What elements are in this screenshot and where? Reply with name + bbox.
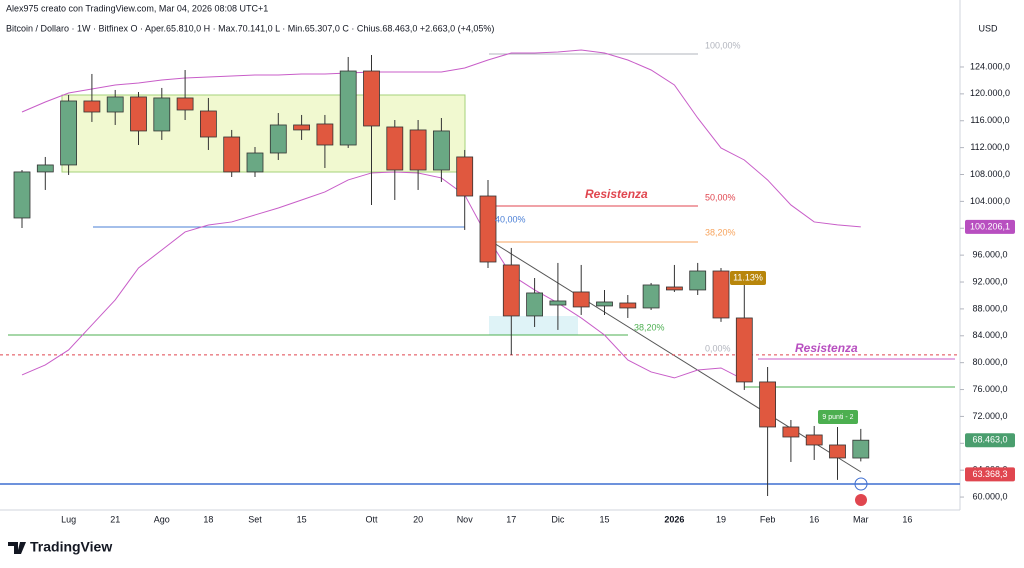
candle-body [83, 100, 101, 113]
price-label-box [965, 433, 1015, 448]
candle-body [316, 123, 334, 146]
x-tick-label: 16 [809, 514, 819, 524]
price-label: 68.463,0 [972, 435, 1007, 445]
candle-body [526, 292, 543, 317]
x-tick-label: Feb [760, 514, 776, 524]
candle-body [246, 152, 264, 173]
candle-body [409, 129, 427, 171]
x-tick-label: 18 [203, 514, 213, 524]
x-tick-label: Nov [457, 514, 474, 524]
x-tick-label: 19 [716, 514, 726, 524]
candle-body [363, 70, 380, 127]
candle-body [479, 195, 497, 263]
annotation-label: 38,20% [705, 227, 736, 237]
x-tick-label: 21 [110, 514, 120, 524]
candle-body [642, 284, 660, 309]
x-tick-label: 16 [902, 514, 912, 524]
y-tick-label: 112.000,0 [970, 142, 1009, 152]
candle-body [689, 270, 707, 291]
zone-box [489, 316, 578, 335]
candle-body [829, 444, 846, 459]
x-tick-label: Set [248, 514, 262, 524]
y-tick-label: 96.000,0 [972, 250, 1007, 260]
candle-body [712, 270, 730, 319]
y-tick-label: 92.000,0 [972, 276, 1007, 286]
annotation-label: 50,00% [705, 192, 736, 202]
candle-body [432, 130, 450, 171]
candle-body [269, 124, 287, 154]
x-tick-label: Lug [61, 514, 76, 524]
y-tick-label: 108.000,0 [970, 169, 1010, 179]
x-tick-label: Ott [365, 514, 378, 524]
logo: TradingView [8, 539, 112, 555]
candle-body [130, 96, 147, 132]
annotation-label: Resistenza [585, 187, 648, 201]
x-tick-label: 17 [506, 514, 516, 524]
candle-body [176, 97, 194, 111]
candle-body [735, 317, 753, 383]
x-tick-label: Mar [853, 514, 869, 524]
price-label-box [965, 219, 1015, 234]
y-tick-label: 120.000,0 [970, 88, 1010, 98]
x-tick-label: Ago [154, 514, 170, 524]
candle-body [596, 301, 613, 307]
currency: USD [978, 23, 998, 33]
price-label: 100.206,1 [970, 221, 1010, 231]
candle-body [805, 434, 823, 446]
annotation-label: 40,00% [495, 214, 526, 224]
candle-body [456, 156, 474, 197]
credit: Alex975 creato con TradingView.com, Mar … [6, 3, 268, 13]
annotation-box [730, 271, 766, 285]
y-tick-label: 72.000,0 [972, 411, 1007, 421]
x-tick-label: 15 [599, 514, 609, 524]
flag-icon[interactable] [855, 494, 867, 506]
candle-body [386, 126, 404, 171]
annotation-label: 11.13% [733, 272, 763, 282]
candle-body [339, 70, 357, 146]
candle-body [13, 171, 31, 219]
y-tick-label: 76.000,0 [972, 384, 1007, 394]
band-line [21, 49, 861, 228]
candle-body [782, 426, 800, 438]
candle-body [223, 136, 241, 173]
candle-body [619, 302, 637, 309]
annotation-label: 100,00% [705, 40, 741, 50]
annotation-label: 38,20% [634, 322, 665, 332]
price-label-box [965, 467, 1015, 482]
y-tick-label: 124.000,0 [970, 61, 1010, 71]
logo-text: TradingView [30, 539, 112, 555]
candle-body [199, 110, 217, 138]
candle-body [36, 164, 54, 173]
candle-body [60, 100, 77, 166]
x-tick-label: 15 [297, 514, 307, 524]
x-tick-label: 2026 [664, 514, 684, 524]
candle-body [572, 291, 590, 308]
x-tick-label: 20 [413, 514, 423, 524]
candle-body [549, 300, 567, 306]
candle-body [502, 264, 520, 317]
y-tick-label: 84.000,0 [972, 330, 1007, 340]
candle-body [293, 124, 311, 131]
y-tick-label: 88.000,0 [972, 303, 1007, 313]
y-tick-label: 116.000,0 [970, 115, 1009, 125]
annotation-label: 0,00% [705, 343, 731, 353]
band-line [21, 171, 745, 381]
y-tick-label: 104.000,0 [970, 196, 1010, 206]
annotation-label: Resistenza [795, 341, 858, 355]
candle-body [153, 97, 171, 132]
annotation-box [818, 410, 858, 424]
candle-body [666, 286, 683, 291]
annotation-label: 9 punti - 2 [822, 414, 853, 421]
symbol-legend: Bitcoin / Dollaro · 1W · Bitfinex O · Ap… [6, 23, 494, 33]
x-tick-label: Dic [551, 514, 564, 524]
candle-body [759, 381, 776, 428]
y-tick-label: 60.000,0 [972, 491, 1007, 501]
price-label: 63.368,3 [972, 469, 1007, 479]
candle-body [852, 439, 870, 459]
y-tick-label: 80.000,0 [972, 357, 1007, 367]
candle-body [106, 96, 124, 113]
